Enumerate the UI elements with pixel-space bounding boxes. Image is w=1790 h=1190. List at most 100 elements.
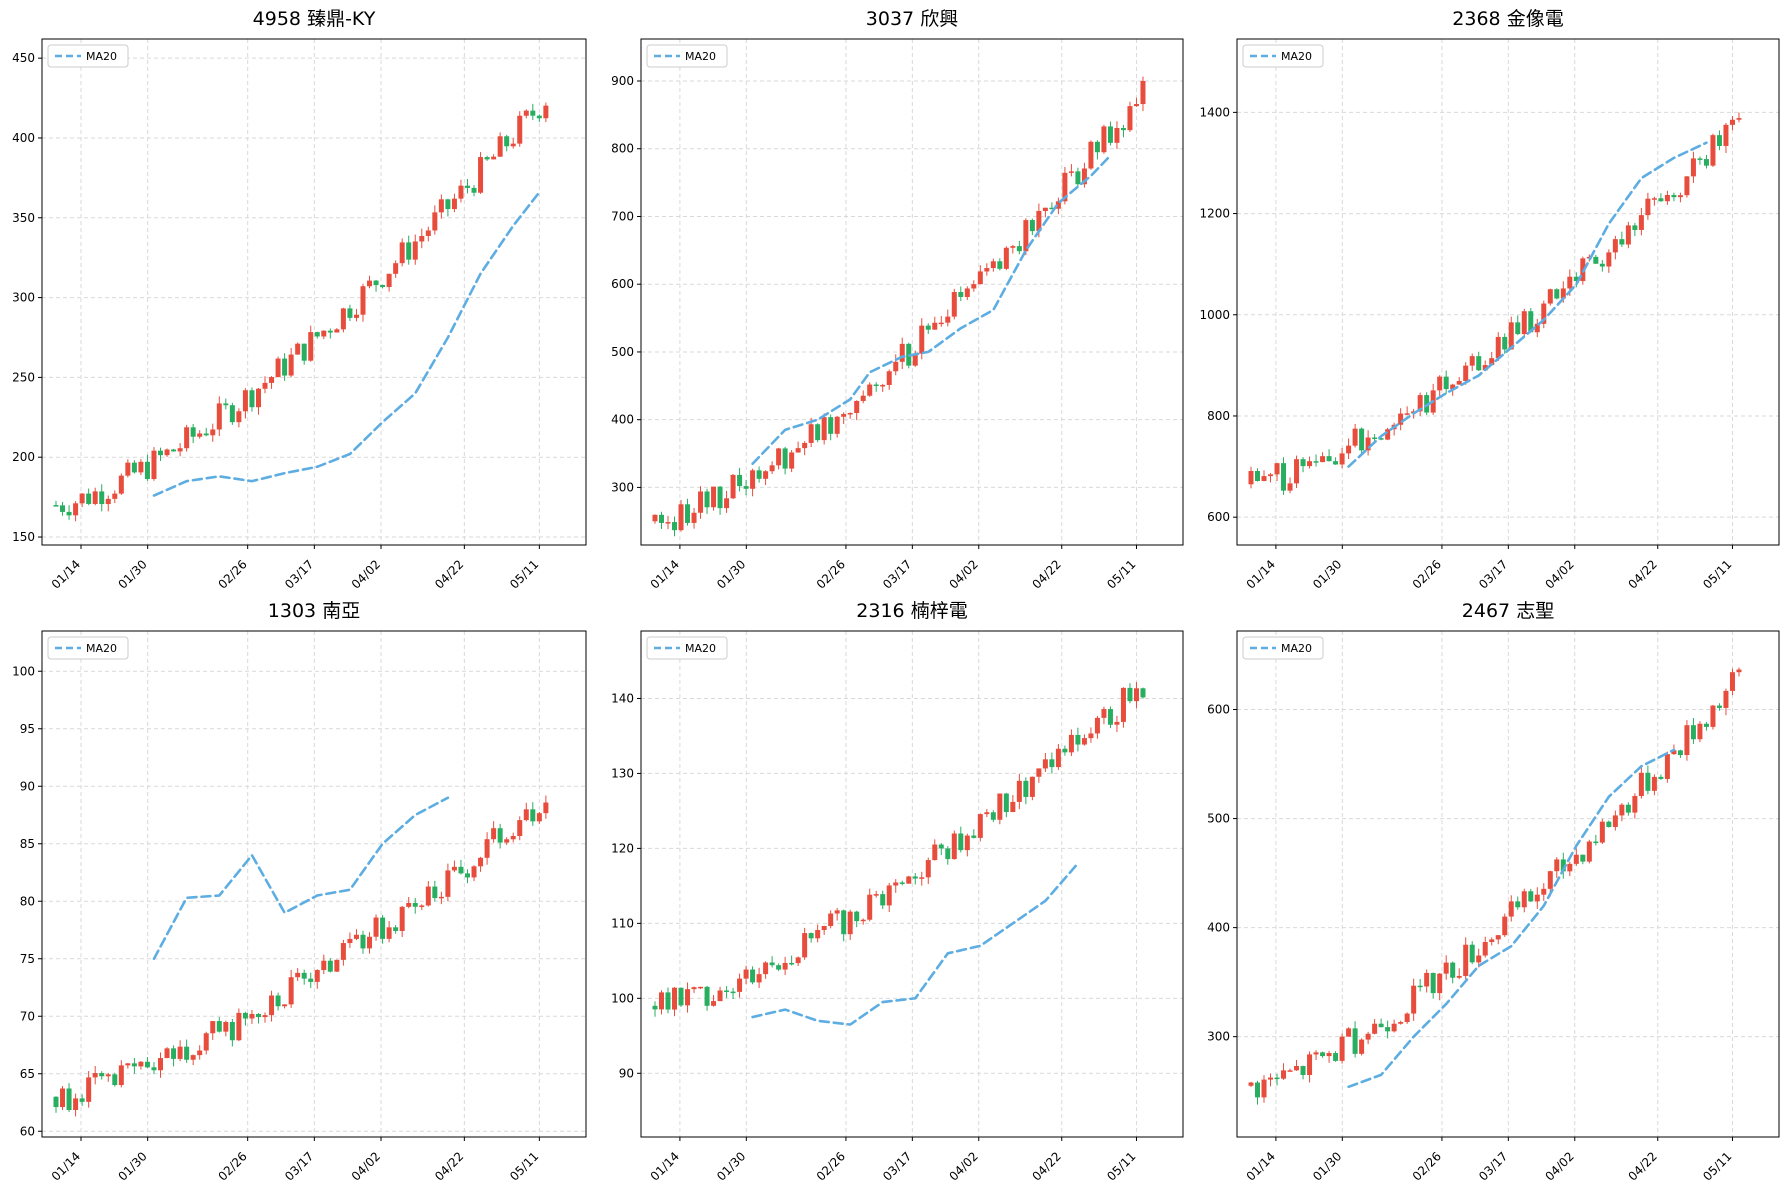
candle-body — [438, 199, 444, 213]
candle-body — [1088, 733, 1094, 739]
candle-body — [373, 280, 379, 286]
candle-body — [334, 959, 340, 972]
candle-body — [419, 235, 425, 242]
x-tick-label: 05/11 — [1104, 1149, 1138, 1183]
candle-body — [464, 873, 470, 878]
candle-body — [1333, 461, 1339, 465]
candle-body — [171, 449, 177, 452]
candle-body — [1476, 955, 1482, 963]
candle-body — [1140, 688, 1146, 698]
y-tick-label: 500 — [611, 345, 634, 359]
candle-body — [478, 857, 484, 867]
candle-body — [932, 322, 938, 330]
candle-body — [497, 136, 503, 157]
y-tick-label: 600 — [1207, 510, 1230, 524]
candle-body — [1307, 1054, 1313, 1076]
candle-body — [717, 990, 723, 1002]
x-tick-label: 04/22 — [1030, 1149, 1064, 1183]
x-tick-label: 04/22 — [1626, 557, 1660, 591]
candle-body — [1710, 135, 1716, 166]
candle-body — [1101, 126, 1107, 153]
candle-body — [275, 358, 281, 378]
candle-body — [1723, 690, 1729, 708]
y-tick-label: 60 — [20, 1124, 35, 1138]
candle-body — [1287, 483, 1293, 491]
candle-body — [1677, 750, 1683, 756]
y-tick-label: 300 — [12, 291, 35, 305]
candle-body — [399, 906, 405, 931]
candle-body — [92, 491, 98, 504]
candle-body — [432, 212, 438, 231]
ma20-line — [152, 796, 450, 961]
candle-body — [1469, 944, 1475, 963]
x-tick-label: 03/17 — [282, 1149, 316, 1183]
candle-body — [711, 486, 717, 508]
candle-body — [1339, 1036, 1345, 1061]
candle-body — [197, 433, 203, 437]
candle-body — [971, 835, 977, 838]
candle-body — [1437, 376, 1443, 391]
candle-body — [53, 1096, 59, 1108]
candle-body — [945, 316, 951, 323]
y-tick-label: 1400 — [1199, 105, 1230, 119]
y-tick-label: 95 — [20, 722, 35, 736]
candle-body — [1528, 311, 1534, 333]
candle-body — [1055, 201, 1061, 209]
candle-body — [249, 1013, 255, 1019]
y-tick-label: 250 — [12, 370, 35, 384]
y-tick-label: 140 — [611, 691, 634, 705]
candle-body — [262, 1015, 268, 1018]
candle-body — [795, 448, 801, 453]
candle-body — [1684, 725, 1690, 756]
candle-body — [269, 995, 275, 1016]
legend-box — [1242, 636, 1324, 660]
candle-body — [854, 400, 860, 413]
x-tick-label: 04/02 — [947, 557, 981, 591]
candle-body — [536, 115, 542, 119]
candle-body — [1515, 901, 1521, 908]
candle-body — [1716, 135, 1722, 147]
chart-title: 2316 楠梓電 — [856, 600, 967, 622]
candle-body — [1736, 118, 1742, 120]
candle-body — [229, 405, 235, 423]
candle-body — [53, 505, 59, 507]
x-tick-label: 01/30 — [714, 557, 748, 591]
candle-body — [79, 493, 85, 504]
candle-body — [841, 910, 847, 935]
candle-body — [1359, 1039, 1365, 1054]
candle-body — [763, 471, 769, 479]
candle-body — [112, 1074, 118, 1086]
candle-body — [821, 417, 827, 441]
candle-body — [510, 143, 516, 147]
candle-body — [1632, 796, 1638, 813]
candle-body — [458, 185, 464, 199]
candle-body — [321, 960, 327, 971]
candle-body — [144, 461, 150, 480]
candle-body — [1417, 985, 1423, 988]
candle-body — [203, 433, 209, 436]
candle-body — [750, 470, 756, 489]
candle-body — [951, 833, 957, 860]
y-tick-label: 450 — [12, 51, 35, 65]
candle-body — [73, 503, 79, 516]
candle-body — [210, 1021, 216, 1034]
x-tick-label: 01/14 — [648, 1149, 682, 1183]
candle-body — [730, 991, 736, 994]
ma20-line — [751, 862, 1080, 1026]
x-tick-label: 02/26 — [814, 1149, 848, 1183]
ma20-line — [1347, 748, 1676, 1089]
candle-body — [262, 382, 268, 389]
candle-body — [1723, 124, 1729, 147]
chart-panel: 90 100 110 120 130 140 01/14 01/30 02/26 03/17 04/… — [611, 600, 1184, 1184]
candle-body — [236, 1012, 242, 1041]
candle-body — [1606, 252, 1612, 267]
candle-body — [1521, 891, 1527, 908]
candle-body — [899, 882, 905, 884]
candle-body — [86, 1077, 92, 1102]
candle-body — [893, 882, 899, 886]
candle-body — [919, 877, 925, 879]
candle-body — [919, 325, 925, 354]
x-tick-label: 01/30 — [115, 557, 149, 591]
candle-body — [373, 917, 379, 937]
candle-body — [1476, 356, 1482, 371]
